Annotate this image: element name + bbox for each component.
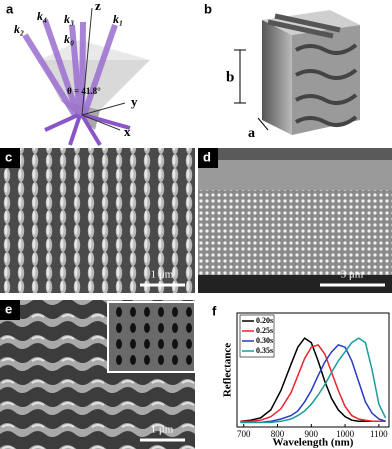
- panel-label: e: [5, 301, 12, 316]
- series-line: [240, 344, 386, 423]
- legend-label: 0.35s: [256, 346, 273, 355]
- scale-bar-label: 5 μm: [341, 269, 364, 281]
- panel-label: d: [203, 149, 211, 164]
- panel-label: b: [204, 1, 212, 16]
- dimension-label: b: [226, 69, 234, 85]
- panel-d: d 5 μm: [198, 148, 392, 293]
- series-line: [240, 344, 386, 424]
- legend-label: 0.20s: [256, 316, 273, 325]
- panel-label: f: [212, 303, 217, 318]
- panel-b: b b a: [204, 1, 360, 141]
- series-line: [240, 337, 387, 424]
- x-tick-label: 700: [237, 429, 251, 439]
- legend-label: 0.30s: [256, 336, 273, 345]
- x-tick-label: 800: [271, 429, 285, 439]
- y-axis-label: Reflectance: [222, 343, 234, 397]
- beam-label: k₁: [113, 12, 123, 26]
- beam-label: k₄: [37, 9, 47, 23]
- x-tick-label: 1100: [370, 429, 388, 439]
- x-axis-label: Wavelength (nm): [273, 437, 354, 449]
- scale-bar-label: 1 μm: [151, 269, 174, 281]
- axis-label: y: [131, 94, 138, 109]
- x-tick-label: 1000: [336, 429, 355, 439]
- panel-label: a: [6, 1, 14, 16]
- beam-label: k₃: [64, 12, 74, 26]
- panel-label: c: [5, 149, 12, 164]
- scale-bar-label: 1 μm: [151, 424, 174, 436]
- panel-f: f Wavelength (nm) Reflectance 700 800 900 1…: [212, 303, 390, 449]
- legend-label: 0.25s: [256, 326, 273, 335]
- angle-label: θ = 41.8°: [67, 86, 101, 96]
- beam-label: k₂: [14, 22, 24, 36]
- axis-label: x: [124, 124, 131, 139]
- plot-frame: [236, 312, 390, 428]
- dimension-label: a: [248, 126, 255, 141]
- panel-a: a k₂ k₄ k₀ k₃ k₁ z y x θ = 41.8°: [6, 0, 150, 147]
- panel-e: e 1 μm: [0, 300, 196, 449]
- panel-c: c 1 μm: [0, 148, 195, 293]
- legend-frame: [239, 314, 275, 358]
- x-tick-label: 900: [305, 429, 319, 439]
- axis-label: z: [95, 0, 101, 13]
- series-line: [240, 337, 386, 423]
- beam-label: k₀: [64, 32, 74, 46]
